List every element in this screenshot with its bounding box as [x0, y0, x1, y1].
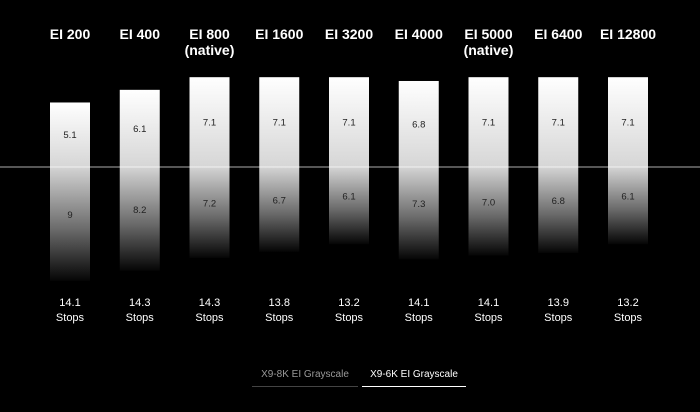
- legend-tab-x9-6k[interactable]: X9-6K EI Grayscale: [362, 369, 466, 387]
- bar-above-baseline: [119, 89, 160, 167]
- total-stops-label: 14.1: [59, 297, 80, 309]
- value-label-above: 7.1: [552, 118, 565, 129]
- bar-above-baseline: [608, 77, 648, 167]
- value-label-below: 8.2: [133, 205, 146, 216]
- bar-above-baseline: [468, 77, 509, 167]
- category-label: EI 1600: [255, 26, 303, 42]
- total-stops-label: 13.8: [269, 297, 290, 309]
- total-stops-label: 13.2: [338, 297, 359, 309]
- bar-above-baseline: [259, 77, 300, 167]
- category-label: EI 6400: [534, 26, 582, 42]
- category-label: EI 3200: [325, 26, 373, 42]
- total-stops-label: 14.1: [408, 297, 429, 309]
- category-label: (native): [464, 42, 514, 58]
- value-label-above: 7.1: [273, 118, 286, 129]
- bar-above-baseline: [189, 77, 230, 167]
- bar-above-baseline: [538, 77, 579, 167]
- total-stops-label: Stops: [126, 312, 155, 324]
- total-stops-label: Stops: [544, 312, 573, 324]
- total-stops-label: 14.3: [129, 297, 150, 309]
- value-label-above: 7.1: [203, 118, 216, 129]
- category-label: EI 5000: [464, 26, 512, 42]
- value-label-below: 6.1: [621, 192, 634, 203]
- value-label-above: 7.1: [342, 118, 355, 129]
- total-stops-label: 13.9: [548, 297, 569, 309]
- value-label-below: 7.3: [412, 199, 425, 210]
- total-stops-label: 13.2: [617, 297, 638, 309]
- total-stops-label: 14.1: [478, 297, 499, 309]
- total-stops-label: Stops: [614, 312, 643, 324]
- legend: X9-8K EI Grayscale X9-6K EI Grayscale: [0, 369, 700, 399]
- value-label-below: 7.0: [482, 197, 495, 208]
- category-label: EI 4000: [395, 26, 443, 42]
- bar-below-baseline: [119, 167, 160, 271]
- category-label: EI 400: [120, 26, 161, 42]
- total-stops-label: Stops: [335, 312, 364, 324]
- category-label: EI 12800: [600, 26, 656, 42]
- bar-below-baseline: [50, 167, 90, 281]
- value-label-above: 5.1: [63, 130, 76, 141]
- bar-above-baseline: [329, 77, 369, 167]
- value-label-above: 7.1: [621, 118, 634, 129]
- total-stops-label: Stops: [56, 312, 85, 324]
- value-label-below: 6.7: [273, 195, 286, 206]
- bar-below-baseline: [538, 167, 579, 254]
- bar-below-baseline: [259, 167, 300, 252]
- total-stops-label: Stops: [195, 312, 224, 324]
- category-label: (native): [185, 42, 235, 58]
- bar-below-baseline: [608, 167, 648, 245]
- value-label-below: 9: [67, 210, 72, 221]
- bar-below-baseline: [189, 167, 230, 259]
- value-label-below: 7.2: [203, 199, 216, 210]
- legend-tab-x9-8k[interactable]: X9-8K EI Grayscale: [252, 369, 358, 387]
- total-stops-label: Stops: [405, 312, 434, 324]
- total-stops-label: Stops: [474, 312, 503, 324]
- total-stops-label: Stops: [265, 312, 294, 324]
- value-label-below: 6.1: [342, 192, 355, 203]
- value-label-below: 6.8: [552, 196, 565, 207]
- bar-below-baseline: [329, 167, 369, 245]
- category-label: EI 800: [189, 26, 230, 42]
- bar-above-baseline: [398, 80, 439, 167]
- bar-below-baseline: [398, 167, 439, 260]
- value-label-above: 6.8: [412, 119, 425, 130]
- value-label-above: 6.1: [133, 124, 146, 135]
- category-label: EI 200: [50, 26, 91, 42]
- bar-below-baseline: [468, 167, 509, 256]
- total-stops-label: 14.3: [199, 297, 220, 309]
- bar-above-baseline: [50, 102, 90, 167]
- value-label-above: 7.1: [482, 118, 495, 129]
